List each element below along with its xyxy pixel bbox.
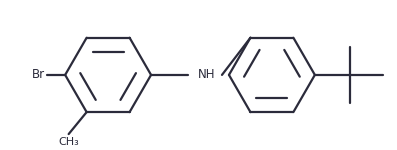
Text: NH: NH [198,68,216,81]
Text: Br: Br [32,68,45,81]
Text: CH₃: CH₃ [58,137,79,147]
